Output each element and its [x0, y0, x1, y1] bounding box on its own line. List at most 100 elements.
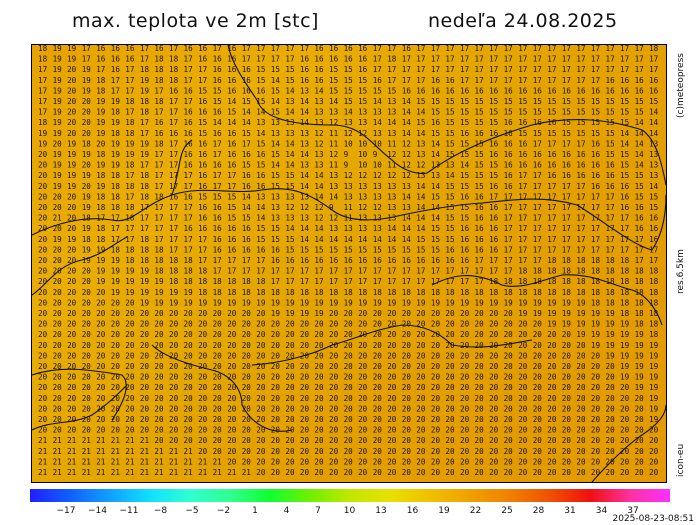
grid-value: 20	[67, 267, 77, 276]
grid-value: 20	[53, 224, 63, 233]
grid-value: 15	[576, 108, 585, 117]
grid-value: 20	[67, 97, 77, 106]
grid-value: 20	[111, 298, 121, 307]
grid-value: 15	[445, 150, 454, 159]
grid-value: 17	[184, 203, 193, 212]
grid-value: 15	[358, 86, 367, 95]
grid-value: 20	[387, 415, 397, 424]
grid-value: 18	[125, 97, 135, 106]
grid-value: 15	[198, 86, 207, 95]
legend-tick: 13	[375, 506, 387, 516]
grid-value: 18	[38, 118, 48, 127]
grid-value: 19	[111, 161, 121, 170]
grid-value: 20	[82, 161, 92, 170]
grid-value: 20	[576, 394, 586, 403]
grid-value: 20	[431, 415, 441, 424]
grid-value: 17	[184, 171, 193, 180]
grid-value: 20	[460, 320, 470, 329]
grid-value: 14	[300, 108, 310, 117]
grid-value: 17	[125, 224, 134, 233]
grid-value: 20	[591, 436, 601, 445]
grid-value: 15	[256, 139, 265, 148]
grid-value: 20	[416, 447, 426, 456]
grid-value: 17	[576, 192, 585, 201]
grid-value: 15	[198, 192, 207, 201]
grid-value: 16	[213, 235, 223, 244]
grid-value: 20	[140, 426, 150, 435]
grid-value: 16	[445, 86, 455, 95]
grid-value: 19	[140, 150, 150, 159]
grid-value: 20	[547, 468, 557, 477]
grid-value: 20	[329, 426, 339, 435]
grid-value: 18	[242, 277, 252, 286]
grid-value: 20	[38, 214, 48, 223]
grid-value: 16	[620, 203, 630, 212]
grid-value: 20	[169, 341, 179, 350]
grid-value: 18	[256, 288, 266, 297]
grid-value: 18	[154, 192, 164, 201]
grid-value: 13	[344, 192, 353, 201]
grid-value: 19	[649, 383, 659, 392]
grid-value: 15	[387, 245, 396, 254]
grid-value: 20	[489, 383, 499, 392]
grid-value: 16	[518, 139, 528, 148]
grid-value: 20	[533, 341, 543, 350]
grid-value: 17	[387, 65, 396, 74]
grid-value: 17	[547, 65, 556, 74]
grid-value: 10	[373, 139, 383, 148]
grid-value: 20	[591, 362, 601, 371]
grid-value: 20	[431, 351, 441, 360]
grid-value: 20	[198, 394, 208, 403]
grid-value: 19	[82, 171, 92, 180]
grid-value: 18	[82, 235, 92, 244]
grid-value: 18	[154, 55, 164, 64]
grid-value: 17	[373, 45, 382, 53]
grid-value: 18	[82, 139, 92, 148]
grid-value: 16	[256, 245, 266, 254]
grid-value: 20	[67, 351, 77, 360]
grid-value: 20	[67, 224, 77, 233]
grid-value: 20	[387, 373, 397, 382]
grid-value: 20	[489, 351, 499, 360]
grid-value: 13	[373, 182, 382, 191]
grid-value: 17	[475, 45, 484, 53]
grid-value: 20	[111, 383, 121, 392]
grid-value: 21	[198, 468, 208, 477]
grid-value: 20	[344, 330, 354, 339]
grid-value: 15	[475, 171, 484, 180]
grid-value: 18	[562, 256, 572, 265]
grid-value: 16	[213, 108, 223, 117]
grid-value: 20	[82, 404, 92, 413]
grid-value: 15	[620, 97, 629, 106]
grid-value: 16	[445, 76, 455, 85]
grid-value: 14	[620, 139, 630, 148]
grid-value: 20	[547, 383, 557, 392]
legend-tick: 7	[315, 506, 321, 516]
grid-value: 17	[373, 267, 382, 276]
grid-value: 20	[504, 373, 514, 382]
grid-value: 17	[387, 267, 396, 276]
grid-value: 14	[271, 139, 281, 148]
grid-value: 15	[576, 118, 585, 127]
grid-value: 14	[635, 150, 645, 159]
grid-value: 20	[242, 341, 252, 350]
grid-value: 12	[402, 171, 411, 180]
grid-value: 15	[606, 150, 615, 159]
grid-value: 20	[285, 320, 295, 329]
grid-value: 15	[460, 203, 469, 212]
grid-value: 20	[213, 426, 223, 435]
grid-value: 17	[213, 150, 222, 159]
grid-value: 20	[504, 415, 514, 424]
legend-tick: −11	[119, 506, 139, 516]
grid-value: 17	[606, 192, 615, 201]
grid-value: 20	[184, 309, 194, 318]
grid-value: 18	[606, 288, 616, 297]
grid-value: 20	[489, 320, 499, 329]
grid-value: 20	[300, 330, 310, 339]
grid-value: 15	[445, 129, 454, 138]
grid-value: 18	[329, 288, 339, 297]
grid-value: 19	[53, 235, 63, 244]
temperature-map[interactable]: 18 19 19 17 16 16 16 17 16 17 16 16 17 16 17 17 17 17 17 16…	[31, 44, 667, 483]
grid-value: 15	[576, 97, 585, 106]
grid-value: 17	[518, 192, 527, 201]
